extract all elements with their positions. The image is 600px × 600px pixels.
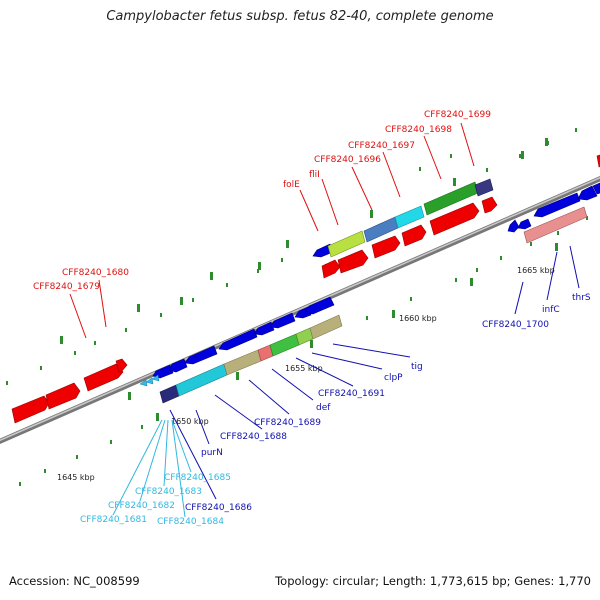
gene-label[interactable]: infC xyxy=(542,305,560,315)
gene-label[interactable]: CFF8240_1697 xyxy=(348,141,415,151)
genome-backbone xyxy=(0,176,600,444)
gene-arrow[interactable] xyxy=(429,202,480,236)
gene-label[interactable]: folE xyxy=(283,180,300,190)
gene-label[interactable]: def xyxy=(316,403,331,413)
gene-label[interactable]: CFF8240_1686 xyxy=(185,503,252,513)
gene-label[interactable]: CFF8240_1682 xyxy=(108,501,175,511)
gene-label[interactable]: CFF8240_1679 xyxy=(33,282,100,292)
gene-arrow[interactable] xyxy=(371,235,401,259)
gene-label[interactable]: CFF8240_1689 xyxy=(254,418,321,428)
gene-arrow[interactable] xyxy=(596,154,600,168)
scale-label-1650: 1650 kbp xyxy=(171,417,209,426)
gene-label[interactable]: CFF8240_1700 xyxy=(482,320,549,330)
gene-arrow[interactable] xyxy=(517,218,532,230)
accession-text: Accession: NC_008599 xyxy=(9,574,140,588)
gene-arrow[interactable] xyxy=(115,358,128,373)
gene-arrow[interactable] xyxy=(401,224,427,247)
gene-label[interactable]: CFF8240_1683 xyxy=(135,487,202,497)
gene-arrow[interactable] xyxy=(168,358,188,373)
gene-label[interactable]: tig xyxy=(411,362,423,372)
gene-label[interactable]: thrS xyxy=(572,293,591,303)
gene-arrow[interactable] xyxy=(83,363,124,392)
gene-arrow[interactable] xyxy=(253,321,275,336)
gene-arrow[interactable] xyxy=(45,382,81,410)
gene-arrow[interactable] xyxy=(312,243,334,258)
gene-label[interactable]: CFF8240_1698 xyxy=(385,125,452,135)
gene-arrow[interactable] xyxy=(577,185,598,201)
cog-blocks xyxy=(159,178,588,404)
gene-label[interactable]: fliI xyxy=(309,170,320,180)
scale-label-1660: 1660 kbp xyxy=(399,314,437,323)
gene-arrow[interactable] xyxy=(507,219,520,233)
map-title: Campylobacter fetus subsp. fetus 82-40, … xyxy=(106,9,494,24)
genome-summary-text: Topology: circular; Length: 1,773,615 bp… xyxy=(275,574,591,588)
forward-strand-genes xyxy=(11,154,600,424)
gene-arrow[interactable] xyxy=(139,379,148,387)
gene-label[interactable]: CFF8240_1688 xyxy=(220,432,287,442)
gene-arrow[interactable] xyxy=(184,345,218,365)
gene-label[interactable]: CFF8240_1685 xyxy=(164,473,231,483)
reverse-strand-genes xyxy=(152,182,600,379)
gene-label[interactable]: CFF8240_1696 xyxy=(314,155,381,165)
gene-arrow[interactable] xyxy=(337,249,369,274)
gene-label[interactable]: purN xyxy=(201,448,223,458)
gene-label[interactable]: CFF8240_1699 xyxy=(424,110,491,120)
scale-label-1665: 1665 kbp xyxy=(517,266,555,275)
gene-arrow[interactable] xyxy=(592,182,600,195)
scale-label-1645: 1645 kbp xyxy=(57,473,95,482)
gene-arrow[interactable] xyxy=(218,328,258,351)
gene-label[interactable]: CFF8240_1691 xyxy=(318,389,385,399)
gene-arrow[interactable] xyxy=(533,192,581,218)
gene-label[interactable]: CFF8240_1680 xyxy=(62,268,129,278)
gene-arrow[interactable] xyxy=(269,312,296,329)
gene-arrow[interactable] xyxy=(145,377,154,385)
gene-arrow[interactable] xyxy=(151,374,160,382)
scale-label-1655: 1655 kbp xyxy=(285,364,323,373)
gene-arrow[interactable] xyxy=(321,259,341,279)
gene-arrow[interactable] xyxy=(481,196,498,214)
gene-label[interactable]: CFF8240_1684 xyxy=(157,517,224,527)
gene-arrow[interactable] xyxy=(11,395,50,424)
gene-label[interactable]: CFF8240_1681 xyxy=(80,515,147,525)
gene-label[interactable]: clpP xyxy=(384,373,403,383)
gene-arrow[interactable] xyxy=(304,296,335,315)
